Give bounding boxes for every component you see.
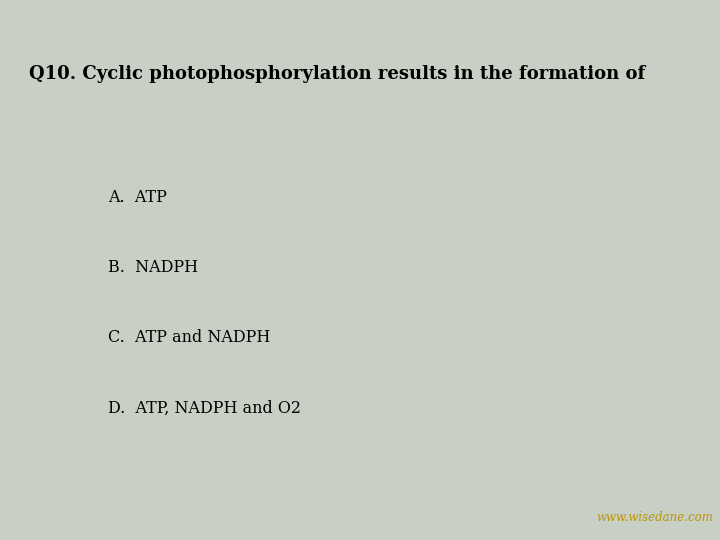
Text: Q10. Cyclic photophosphorylation results in the formation of: Q10. Cyclic photophosphorylation results… [29, 65, 645, 83]
Text: D.  ATP, NADPH and O2: D. ATP, NADPH and O2 [108, 400, 301, 416]
Text: C.  ATP and NADPH: C. ATP and NADPH [108, 329, 271, 346]
Text: www.wisedane.com: www.wisedane.com [597, 511, 714, 524]
Text: B.  NADPH: B. NADPH [108, 259, 198, 276]
Text: A.  ATP: A. ATP [108, 189, 167, 206]
